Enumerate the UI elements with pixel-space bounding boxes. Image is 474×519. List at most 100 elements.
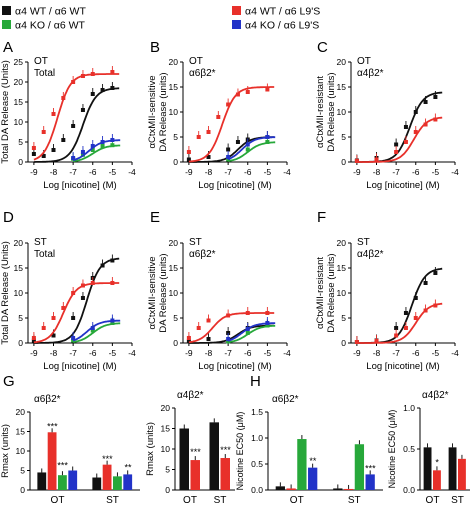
data-point-ko	[90, 148, 95, 152]
y-tick-label: 15	[14, 97, 24, 107]
panel-letter: A	[3, 39, 13, 56]
y-tick-label: 15	[14, 263, 24, 273]
data-point-l9s	[41, 130, 46, 134]
y-axis-label: αCtxMII-resistant	[315, 76, 326, 148]
y-tick-label: 20	[161, 403, 171, 413]
y-axis-label: Rmax (units)	[0, 424, 11, 478]
data-point-l9s	[245, 90, 250, 94]
bar-wt	[275, 486, 285, 490]
data-point-l9s	[51, 316, 56, 320]
x-tick-label: -8	[205, 348, 213, 358]
data-point-l9s	[90, 281, 95, 285]
data-point-ko	[226, 339, 231, 344]
data-point-ko	[100, 144, 105, 148]
curve-l9s	[33, 282, 120, 344]
x-tick-label: -6	[244, 348, 252, 358]
bar-l9s	[102, 464, 112, 490]
data-point-kol9s	[110, 318, 115, 323]
group-label: ST	[348, 495, 361, 506]
panel-letter: G	[3, 373, 15, 390]
x-tick-label: -7	[224, 348, 232, 358]
data-point-wt	[423, 100, 428, 104]
y-tick-label: 20	[337, 57, 347, 67]
x-tick-label: -4	[451, 167, 459, 177]
x-tick-label: -8	[373, 167, 381, 177]
curve-ko	[73, 322, 121, 343]
panel-H2: 0.0 0.5 1.0 Nicotine EC50 (μM) α4β2* OT ST *	[387, 390, 470, 506]
data-point-kol9s	[90, 144, 95, 148]
data-point-l9s	[186, 336, 191, 340]
data-point-wt	[71, 124, 76, 128]
y-tick-label: 20	[14, 77, 24, 87]
data-point-wt	[413, 110, 418, 114]
data-point-l9s	[433, 303, 438, 308]
data-point-wt	[403, 125, 408, 129]
y-tick-label: 25	[14, 57, 24, 67]
y-axis-label: DA Release (units)	[326, 253, 337, 332]
y-tick-label: 10	[16, 446, 26, 456]
receptor-label: α6β2*	[189, 249, 216, 260]
bar-l9s	[433, 470, 441, 490]
x-tick-label: -6	[89, 167, 97, 177]
x-tick-label: -9	[353, 348, 361, 358]
y-tick-label: 10	[337, 288, 347, 298]
x-tick-label: -7	[69, 167, 77, 177]
bar-wt	[333, 488, 343, 490]
data-point-l9s	[80, 283, 85, 288]
panel-E: E 0 5 10 15 20 -9 -8 -7 -6 -5 -4 Log [nicotine] (M) α…	[147, 209, 291, 372]
y-tick-label: 15	[169, 82, 179, 92]
x-axis-label: Log [nicotine] (M)	[366, 361, 439, 372]
bar-ko	[297, 439, 307, 490]
data-point-l9s	[206, 130, 211, 134]
data-point-l9s	[374, 157, 379, 162]
x-tick-label: -5	[432, 167, 440, 177]
bar-wt	[92, 477, 102, 490]
curve-l9s	[356, 302, 443, 344]
data-point-wt	[71, 316, 76, 320]
x-tick-label: -4	[283, 167, 291, 177]
panel-letter: C	[317, 39, 328, 56]
x-tick-label: -9	[185, 348, 193, 358]
data-point-wt	[226, 147, 231, 152]
y-tick-label: 0.0	[251, 485, 263, 495]
data-point-wt	[110, 86, 115, 90]
data-point-l9s	[110, 70, 115, 74]
y-axis-label: DA Release (units)	[326, 72, 337, 151]
legend-label: α4 KO / α6 WT	[15, 20, 85, 32]
x-axis-label: Log [nicotine] (M)	[198, 180, 271, 191]
data-point-ko	[265, 140, 270, 144]
panel-B: B 0 5 10 15 20 -9 -8 -7 -6 -5 -4 Log [nicotine] (M) α…	[147, 39, 291, 191]
data-point-l9s	[186, 150, 191, 154]
curve-wt	[33, 257, 120, 344]
data-point-l9s	[226, 313, 231, 318]
region-label: OT	[357, 56, 371, 67]
curve-wt	[356, 267, 443, 344]
curve-l9s	[356, 116, 443, 163]
y-axis-label: Total DA Release (Units)	[0, 60, 11, 163]
chart-title: α6β2*	[272, 394, 299, 405]
y-tick-label: 15	[169, 263, 179, 273]
x-tick-label: -5	[109, 348, 117, 358]
data-point-l9s	[61, 96, 66, 100]
y-axis-label: αCtxMII-resistant	[315, 257, 326, 329]
y-axis-label: αCtxMII-sensitive	[147, 256, 158, 329]
data-point-wt	[206, 337, 211, 341]
panel-A: A 0 5 10 15 20 25 -9 -8 -7 -6 -5 -4 Log [nicotine] (M…	[0, 39, 136, 191]
y-tick-label: 10	[14, 117, 24, 127]
x-tick-label: -7	[392, 167, 400, 177]
bar-kol9s	[123, 474, 133, 490]
data-point-l9s	[423, 308, 428, 313]
receptor-label: Total	[34, 68, 55, 79]
receptor-label: α4β2*	[357, 68, 384, 79]
y-tick-label: 15	[16, 427, 26, 437]
x-axis-label: Log [nicotine] (M)	[43, 361, 116, 372]
data-point-l9s	[423, 122, 428, 127]
data-point-l9s	[354, 340, 359, 344]
y-tick-label: 10	[169, 288, 179, 298]
data-point-l9s	[216, 115, 221, 119]
x-tick-label: -5	[264, 167, 272, 177]
x-axis-label: Log [nicotine] (M)	[43, 180, 116, 191]
bar-kol9s	[68, 470, 78, 490]
data-point-ko	[265, 323, 270, 328]
y-tick-label: 10	[161, 444, 171, 454]
